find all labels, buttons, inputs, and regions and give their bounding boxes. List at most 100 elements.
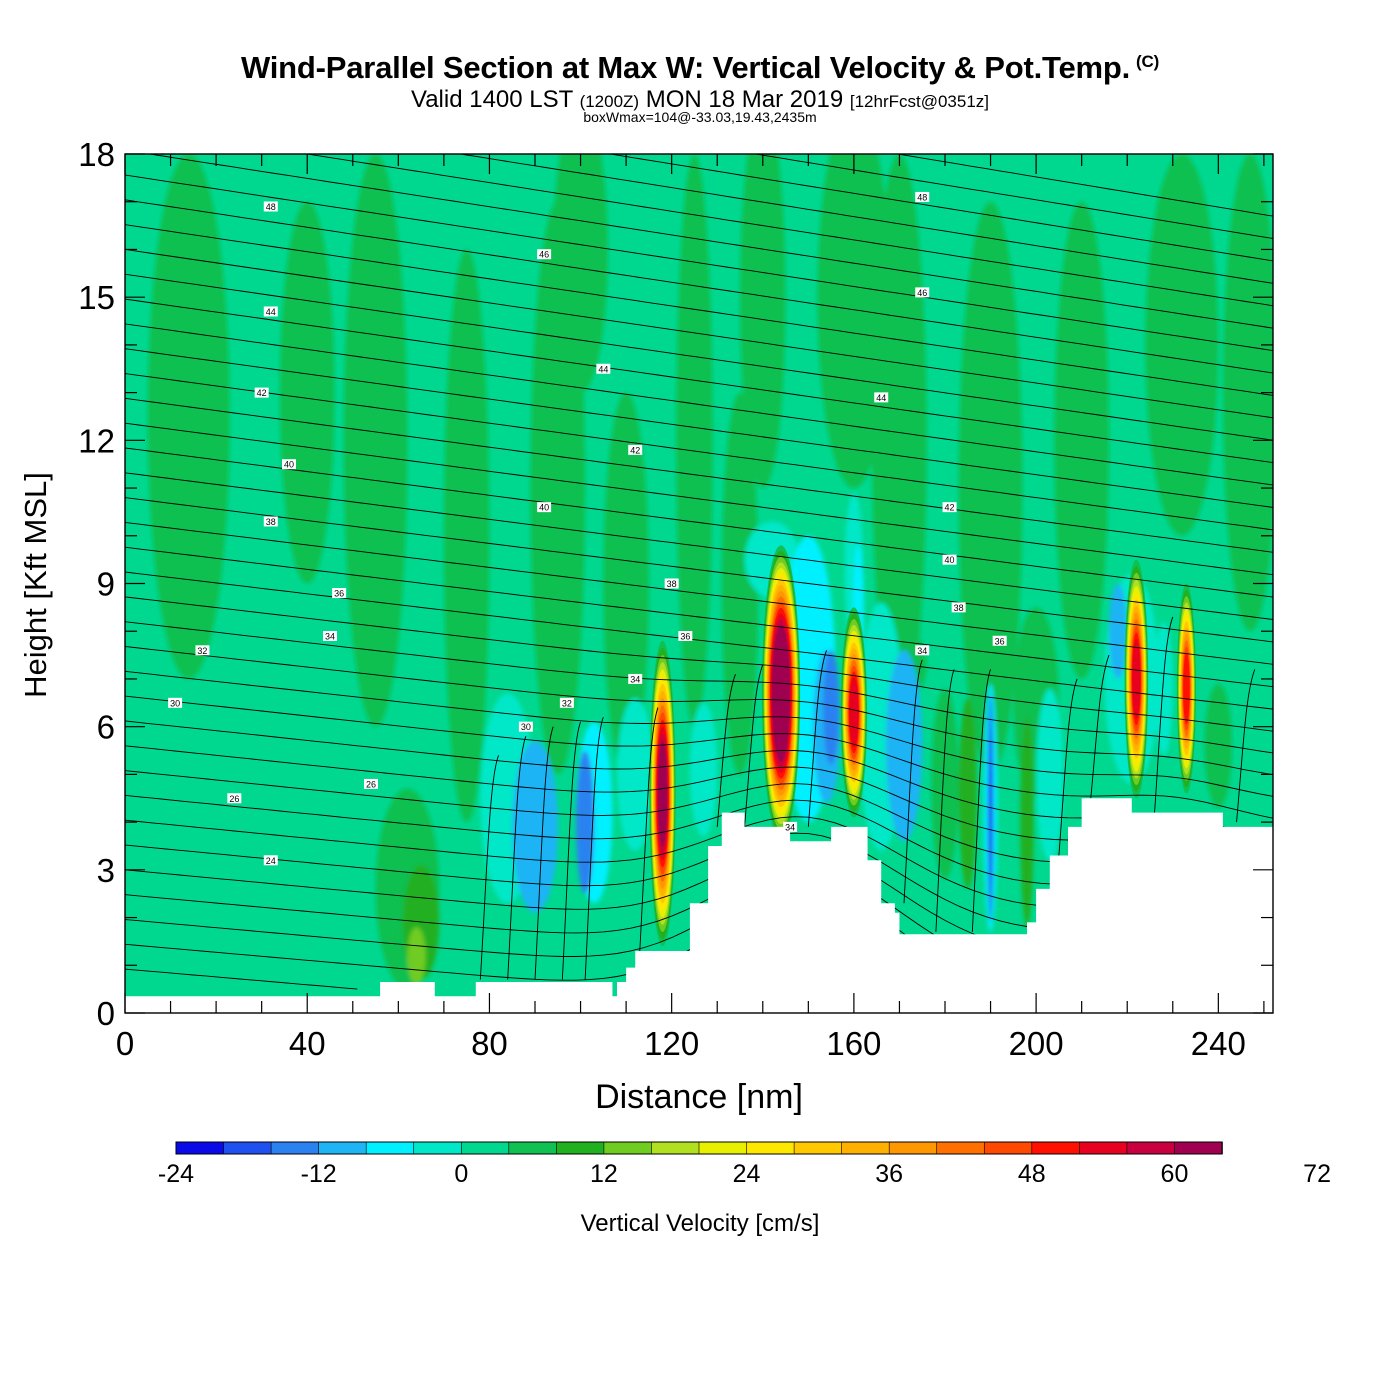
svg-text:24: 24 (266, 856, 276, 866)
colorbar-swatch (556, 1141, 605, 1155)
svg-text:42: 42 (630, 445, 640, 455)
colorbar-swatch (888, 1141, 938, 1155)
velocity-cell (689, 702, 718, 837)
velocity-cell (740, 154, 786, 488)
theta-label: 44 (263, 306, 278, 317)
colorbar-swatch (270, 1141, 320, 1155)
colorbar-tick-label: -12 (301, 1160, 337, 1188)
theta-contour (125, 248, 1273, 419)
velocity-cell (343, 154, 408, 727)
colorbar-tick-label: -24 (158, 1160, 194, 1188)
colorbar-swatch (841, 1141, 890, 1155)
colorbar-swatch (175, 1141, 225, 1155)
x-tick-label: 160 (826, 1025, 881, 1062)
theta-label: 46 (537, 249, 552, 260)
theta-label: 30 (518, 721, 533, 732)
theta-contour-vertical (1058, 678, 1078, 856)
velocity-cell (1109, 583, 1128, 679)
theta-contour (125, 497, 1273, 643)
colorbar-frame (175, 1141, 1223, 1155)
theta-contour (125, 646, 1273, 776)
colorbar-tick-label: 60 (1161, 1160, 1189, 1188)
svg-text:30: 30 (521, 722, 531, 732)
velocity-cell (872, 154, 927, 727)
theta-contour-vertical (807, 650, 827, 827)
valid-time-lst: Valid 1400 LST (410, 86, 573, 113)
theta-contour-vertical (744, 664, 764, 827)
theta-contour-vertical (534, 726, 554, 980)
svg-text:48: 48 (917, 192, 927, 202)
y-tick-label: 12 (78, 422, 115, 459)
theta-contour-vertical (561, 721, 581, 980)
y-tick-label: 18 (78, 136, 115, 173)
svg-text:48: 48 (266, 202, 276, 212)
svg-text:40: 40 (539, 503, 549, 513)
theta-label: 42 (942, 502, 957, 513)
velocity-cell (676, 154, 713, 727)
theta-label: 36 (992, 635, 1007, 646)
velocity-cell (885, 650, 923, 842)
svg-text:38: 38 (667, 579, 677, 589)
colorbar-swatch (1126, 1141, 1176, 1155)
colorbar-tick-label: 72 (1303, 1160, 1331, 1188)
velocity-cell (817, 154, 891, 488)
y-tick-label: 6 (97, 709, 115, 746)
theta-contour (125, 596, 1273, 732)
theta-contour (125, 348, 1273, 508)
velocity-cell (553, 154, 608, 393)
updraft-core (649, 640, 676, 947)
velocity-cell (512, 740, 558, 913)
theta-label: 44 (874, 392, 889, 403)
colorbar-swatch (746, 1141, 795, 1155)
theta-label: 34 (915, 645, 930, 656)
copyright-mark: (C) (1136, 51, 1160, 71)
svg-text:26: 26 (229, 794, 239, 804)
svg-text:38: 38 (266, 517, 276, 527)
velocity-cell (822, 650, 840, 765)
svg-text:36: 36 (680, 631, 690, 641)
colorbar-swatch (223, 1141, 272, 1155)
x-tick-label: 200 (1009, 1025, 1064, 1062)
valid-date: MON 18 Mar 2019 (645, 86, 844, 113)
svg-text:32: 32 (197, 646, 207, 656)
colorbar-swatch (460, 1141, 510, 1155)
velocity-cell (576, 750, 595, 894)
theta-contour (125, 298, 1273, 464)
theta-label: 36 (332, 588, 347, 599)
theta-contour (125, 323, 1273, 486)
theta-label: 40 (537, 502, 552, 513)
svg-text:44: 44 (876, 393, 886, 403)
colorbar-swatch (698, 1141, 748, 1155)
theta-label: 48 (915, 191, 930, 202)
forecast-info: [12hrFcst@0351z] (849, 92, 990, 111)
svg-text:36: 36 (995, 636, 1005, 646)
theta-contour (125, 199, 1273, 374)
velocity-cell (279, 201, 335, 584)
theta-contour (125, 621, 1273, 754)
theta-label: 26 (227, 793, 242, 804)
updraft-level (658, 748, 667, 839)
chart-subtitle: Valid 1400 LST (1200Z) MON 18 Mar 2019 [… (0, 86, 1400, 114)
theta-label: 34 (783, 821, 798, 832)
colorbar-tick-label: 24 (733, 1160, 761, 1188)
theta-contour-vertical (903, 659, 923, 904)
theta-contour-vertical (935, 669, 955, 932)
theta-contour-vertical (1090, 654, 1110, 799)
theta-label: 36 (678, 630, 693, 641)
theta-contour (125, 224, 1273, 396)
svg-text:40: 40 (284, 460, 294, 470)
theta-contour (125, 521, 1273, 665)
theta-label: 38 (664, 578, 679, 589)
svg-text:34: 34 (785, 822, 795, 832)
svg-text:34: 34 (917, 646, 927, 656)
svg-text:46: 46 (917, 288, 927, 298)
velocity-cell (147, 154, 230, 679)
velocity-cell (443, 249, 490, 823)
colorbar-tick-label: 48 (1018, 1160, 1046, 1188)
x-tick-label: 240 (1191, 1025, 1246, 1062)
updraft-core (1176, 583, 1197, 794)
theta-contour (125, 397, 1273, 553)
theta-label: 32 (559, 697, 574, 708)
